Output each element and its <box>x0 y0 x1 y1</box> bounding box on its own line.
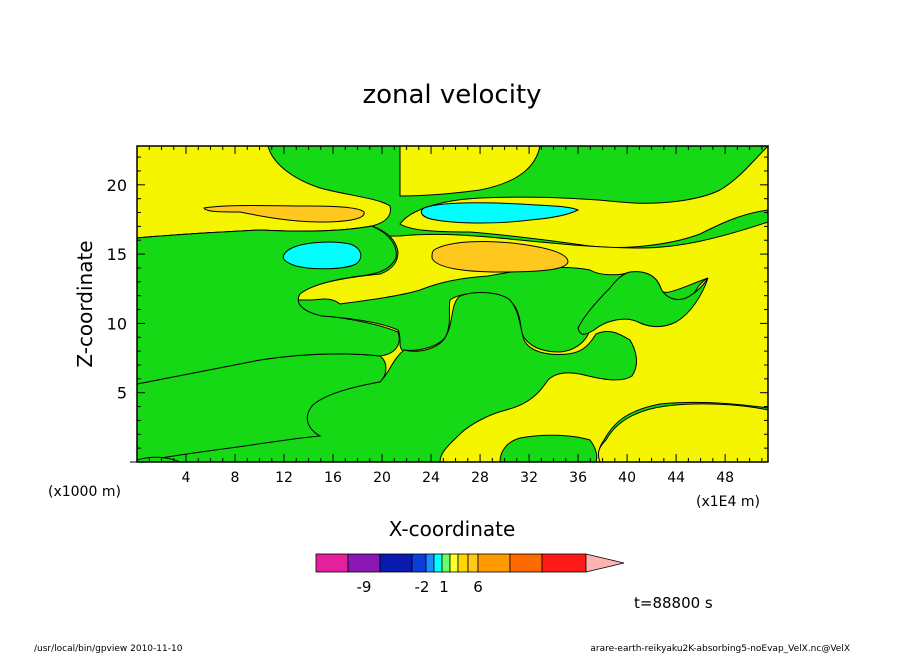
x-tick-label: 24 <box>422 470 440 486</box>
colorbar-label: 6 <box>473 578 483 596</box>
y-tick-label: 5 <box>117 384 127 403</box>
x-unit-right: (x1E4 m) <box>696 494 760 510</box>
contour-region-orange-upper <box>203 205 365 223</box>
x-axis-label: X-coordinate <box>389 517 516 541</box>
contour-region-orange-lower <box>431 241 569 273</box>
plot-frame <box>136 145 769 463</box>
time-label: t=88800 s <box>634 594 713 612</box>
colorbar-swatch <box>541 553 587 573</box>
contour-region-cyan-lower <box>282 241 362 270</box>
colorbar-label: -2 <box>415 578 430 596</box>
y-axis-label: Z-coordinate <box>73 240 97 367</box>
x-tick-label: 4 <box>182 470 191 486</box>
contour-region-yellow-right-bottom <box>597 403 769 463</box>
contour-region-cyan-upper <box>420 202 580 224</box>
colorbar-label: -9 <box>357 578 372 596</box>
chart-title: zonal velocity <box>362 80 541 110</box>
colorbar-swatch <box>509 553 543 573</box>
x-unit-left: (x1000 m) <box>48 484 121 500</box>
colorbar-label: 1 <box>439 578 449 596</box>
contour-region-green-bottom-strip <box>499 434 598 463</box>
y-tick-label: 15 <box>107 245 127 264</box>
colorbar-swatch <box>457 553 469 573</box>
colorbar-arrow <box>585 553 625 573</box>
y-tick-label: 20 <box>107 176 127 195</box>
x-tick-label: 20 <box>373 470 391 486</box>
contour-region-yellow-top-mid <box>399 145 541 197</box>
colorbar-swatch <box>441 553 451 573</box>
colorbar-swatch <box>477 553 511 573</box>
x-tick-label: 28 <box>471 470 489 486</box>
colorbar-swatch <box>433 553 443 573</box>
colorbar-swatch <box>449 553 459 573</box>
colorbar-swatch <box>467 553 479 573</box>
x-tick-label: 44 <box>667 470 685 486</box>
colorbar-swatch <box>315 553 349 573</box>
x-tick-label: 32 <box>520 470 538 486</box>
x-tick-label: 36 <box>569 470 587 486</box>
x-tick-label: 8 <box>231 470 240 486</box>
colorbar-swatch <box>411 553 427 573</box>
x-tick-label: 48 <box>716 470 734 486</box>
x-tick-label: 40 <box>618 470 636 486</box>
contour-region-green-right-bubble <box>577 271 709 335</box>
x-tick-label: 16 <box>324 470 342 486</box>
colorbar-swatch <box>347 553 381 573</box>
contour-region-green-bottom <box>130 292 637 463</box>
footer-left: /usr/local/bin/gpview 2010-11-10 <box>34 644 183 654</box>
x-tick-label: 12 <box>275 470 293 486</box>
y-tick-label: 10 <box>107 314 127 333</box>
footer-right: arare-earth-reikyaku2K-absorbing5-noEvap… <box>590 644 850 654</box>
colorbar-swatch <box>425 553 435 573</box>
colorbar-swatch <box>379 553 413 573</box>
colorbar: -9 -2 1 6 <box>315 553 625 596</box>
